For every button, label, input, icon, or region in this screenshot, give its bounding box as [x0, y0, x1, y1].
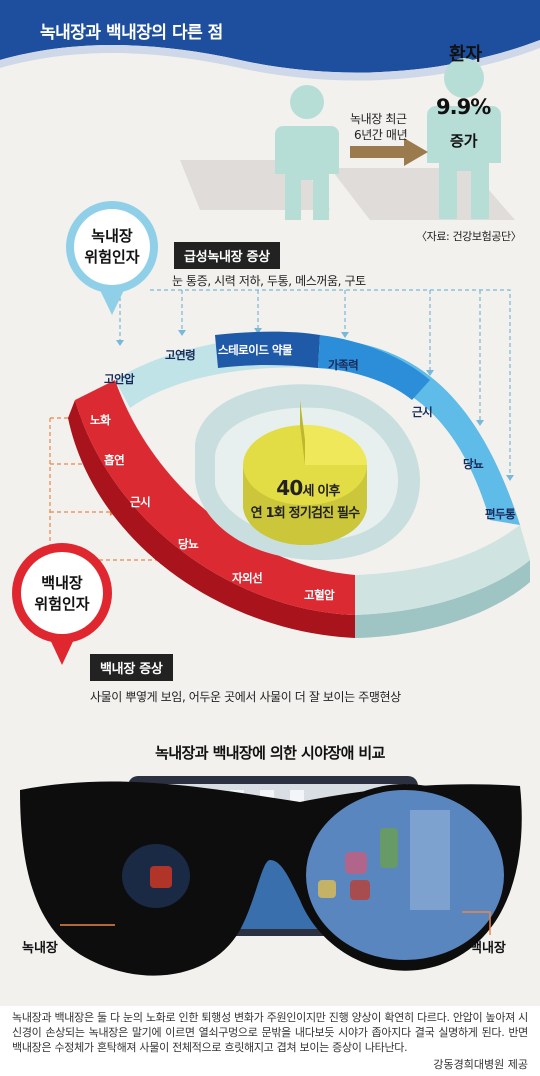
header-band	[0, 0, 540, 73]
cataract-pin-label: 백내장 위험인자	[26, 573, 98, 615]
cataract-symptoms: 사물이 뿌옇게 보임, 어두운 곳에서 사물이 더 잘 보이는 주맹현상	[90, 690, 401, 704]
comparison-photo	[20, 776, 522, 976]
center-age-number: 40	[276, 476, 303, 500]
page-title: 녹내장과 백내장의 다른 점	[40, 23, 223, 43]
center-age-line: 40세 이후	[248, 476, 368, 500]
cataract-risk-2: 근시	[130, 495, 151, 509]
comparison-left-label: 녹내장	[22, 941, 58, 956]
cataract-symptom-title: 백내장 증상	[90, 654, 173, 681]
glaucoma-symptom-title: 급성녹내장 증상	[174, 242, 280, 269]
patient-label: 환자	[449, 44, 483, 65]
cataract-pin-line2: 위험인자	[34, 595, 90, 613]
cataract-risk-1: 흡연	[104, 453, 125, 467]
glaucoma-connectors	[119, 289, 511, 475]
cataract-risk-4: 자외선	[232, 571, 263, 585]
figure-shadow-right	[330, 168, 515, 220]
cataract-pin-line1: 백내장	[41, 574, 83, 592]
center-checkup-line: 연 1회 정기검진 필수	[250, 506, 361, 521]
glaucoma-risk-4: 근시	[412, 405, 433, 419]
glaucoma-pin-line1: 녹내장	[91, 227, 133, 245]
arrow-caption-line1: 녹내장 최근	[350, 112, 407, 126]
glaucoma-risk-1: 고연령	[165, 348, 196, 362]
footer-text: 녹내장과 백내장은 둘 다 눈의 노화로 인한 퇴행성 변화가 주원인이지만 진…	[12, 1011, 528, 1054]
person-figure-patient	[427, 58, 501, 219]
center-age-suffix: 세 이후	[302, 484, 341, 499]
glaucoma-risk-5: 당뇨	[463, 457, 484, 471]
percent-value: 9.9%	[436, 95, 491, 119]
glaucoma-pin-label: 녹내장 위험인자	[76, 226, 148, 268]
cataract-risk-0: 노화	[90, 413, 111, 427]
increase-arrow	[350, 138, 428, 166]
eye-ring	[68, 331, 530, 638]
glaucoma-risk-0: 고안압	[104, 372, 135, 386]
comparison-right-label: 백내장	[470, 941, 506, 956]
comparison-title: 녹내장과 백내장에 의한 시야장애 비교	[155, 744, 385, 762]
glaucoma-risk-3: 가족력	[328, 358, 359, 372]
glaucoma-connector-arrowheads	[116, 328, 514, 481]
glaucoma-symptoms: 눈 통증, 시력 저하, 두통, 메스꺼움, 구토	[172, 274, 366, 288]
cataract-risk-3: 당뇨	[178, 537, 199, 551]
cataract-risk-5: 고혈압	[304, 588, 335, 602]
glaucoma-risk-2: 스테로이드 약물	[218, 343, 293, 357]
cataract-risk-pin	[12, 543, 112, 665]
glaucoma-risk-6: 편두통	[485, 507, 516, 521]
person-figure-left	[275, 85, 339, 220]
footer-description: 녹내장과 백내장은 둘 다 눈의 노화로 인한 퇴행성 변화가 주원인이지만 진…	[0, 1006, 540, 1076]
glaucoma-risk-pin	[66, 201, 158, 315]
footer-credit: 강동경희대병원 제공	[433, 1058, 528, 1071]
arrow-caption-line2: 6년간 매년	[354, 128, 408, 142]
glaucoma-pin-line2: 위험인자	[84, 248, 140, 266]
source-note: 〈자료: 건강보험공단〉	[416, 230, 522, 243]
increase-label: 증가	[450, 132, 478, 150]
header-wave	[0, 40, 540, 81]
